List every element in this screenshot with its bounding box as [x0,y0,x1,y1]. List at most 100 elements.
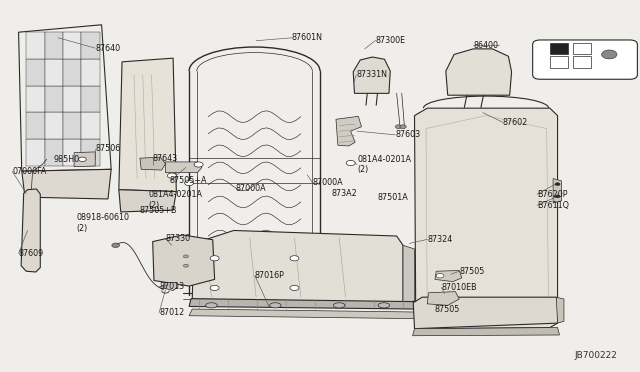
Text: 87602: 87602 [502,118,528,127]
Text: 87640: 87640 [95,44,120,52]
Polygon shape [428,292,460,305]
Circle shape [555,195,560,198]
Text: 985H0: 985H0 [53,155,79,164]
Polygon shape [45,86,63,112]
Polygon shape [353,57,390,93]
Text: 86400: 86400 [473,41,499,50]
Ellipse shape [458,58,499,86]
Circle shape [183,255,188,258]
Polygon shape [81,112,100,139]
Bar [550,42,568,54]
Text: 87010EB: 87010EB [442,283,477,292]
Circle shape [602,50,617,59]
Text: 87016P: 87016P [255,271,285,280]
Polygon shape [63,86,81,112]
Polygon shape [153,235,214,286]
Circle shape [210,285,219,291]
Polygon shape [413,297,557,329]
Circle shape [194,162,203,167]
Text: 87324: 87324 [428,235,452,244]
Text: 87501A: 87501A [378,193,408,202]
Circle shape [112,243,120,247]
Circle shape [555,183,560,186]
Polygon shape [336,116,362,146]
Polygon shape [553,179,561,203]
Text: 87505+B: 87505+B [140,206,177,215]
Text: 87506: 87506 [95,144,120,153]
Polygon shape [26,32,45,59]
Text: 08918-60610
(2): 08918-60610 (2) [76,214,129,233]
Polygon shape [413,328,559,336]
Circle shape [436,273,444,278]
Circle shape [400,125,406,129]
Polygon shape [192,231,403,303]
Text: 87000A: 87000A [312,178,343,187]
Bar [573,42,591,54]
Text: 87601N: 87601N [292,33,323,42]
Circle shape [396,125,402,129]
Polygon shape [63,59,81,86]
Polygon shape [415,108,557,329]
Text: 87603: 87603 [396,130,420,140]
Polygon shape [119,58,176,192]
Polygon shape [45,139,63,166]
Bar [550,56,568,68]
Polygon shape [26,59,45,86]
Polygon shape [63,32,81,59]
Text: 87013: 87013 [159,282,184,291]
Polygon shape [556,297,564,323]
Ellipse shape [269,303,281,308]
Text: 87609: 87609 [19,249,44,258]
Polygon shape [45,59,63,86]
Polygon shape [446,49,511,95]
Text: 081A4-0201A
(2): 081A4-0201A (2) [149,190,203,210]
Polygon shape [26,139,45,166]
Polygon shape [26,112,45,139]
Text: 873A2: 873A2 [332,189,357,198]
Circle shape [290,256,299,261]
Circle shape [79,157,86,161]
Polygon shape [189,299,416,309]
Text: 87643: 87643 [153,154,178,163]
Text: 87505: 87505 [460,267,484,276]
Circle shape [168,173,176,178]
Polygon shape [26,86,45,112]
Text: B7620P: B7620P [537,190,568,199]
Polygon shape [403,245,415,303]
Polygon shape [74,152,95,167]
Circle shape [290,285,299,291]
Polygon shape [81,32,100,59]
Text: 87331N: 87331N [356,70,387,79]
Polygon shape [140,157,166,170]
Bar [573,56,591,68]
Polygon shape [166,162,202,173]
Polygon shape [435,270,462,282]
Circle shape [184,180,193,186]
Polygon shape [81,139,100,166]
Polygon shape [19,25,111,171]
Polygon shape [45,112,63,139]
Circle shape [210,256,219,261]
Polygon shape [81,86,100,112]
Polygon shape [163,282,178,291]
Text: B7611Q: B7611Q [537,201,569,210]
Polygon shape [189,309,419,319]
Text: 081A4-0201A
(2): 081A4-0201A (2) [357,155,411,174]
Circle shape [346,160,355,166]
Polygon shape [22,169,111,199]
Ellipse shape [333,303,345,308]
Polygon shape [63,112,81,139]
Polygon shape [21,189,40,272]
Text: 87012: 87012 [159,308,184,317]
Text: 87505: 87505 [435,305,460,314]
Polygon shape [63,139,81,166]
FancyBboxPatch shape [532,40,637,79]
Text: 87300E: 87300E [376,36,406,45]
Ellipse shape [205,303,217,308]
Text: JB700222: JB700222 [574,351,617,360]
Polygon shape [81,59,100,86]
Text: 07000FA: 07000FA [12,167,47,176]
Polygon shape [45,32,63,59]
Polygon shape [119,190,176,212]
Ellipse shape [378,303,390,308]
